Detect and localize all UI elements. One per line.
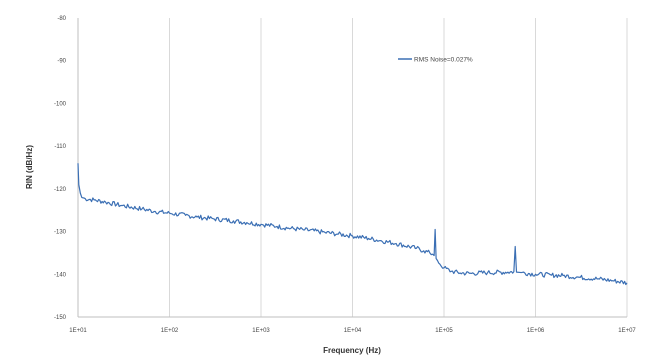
x-tick-label: 1E+06	[527, 328, 545, 334]
x-axis-title: Frequency (Hz)	[323, 346, 381, 355]
series-layer	[77, 163, 628, 286]
y-tick-label: -80	[57, 16, 66, 22]
x-tick-label: 1E+05	[435, 328, 453, 334]
y-tick-label: -150	[54, 315, 67, 321]
y-tick-label: -110	[54, 144, 66, 150]
legend: RMS Noise=0.027%	[398, 57, 473, 64]
y-tick-label: -90	[57, 59, 66, 65]
grid-layer	[169, 18, 536, 317]
y-tick-label: -140	[54, 272, 67, 278]
y-tick-label: -100	[54, 101, 67, 107]
y-axis-title: RIN (dB/Hz)	[25, 145, 34, 189]
legend-label: RMS Noise=0.027%	[414, 57, 473, 64]
series-line	[77, 163, 628, 286]
x-tick-label: 1E+01	[69, 328, 87, 334]
y-tick-label: -120	[54, 187, 67, 193]
x-tick-label: 1E+02	[161, 328, 179, 334]
y-tick-label: -130	[54, 230, 67, 236]
x-tick-label: 1E+07	[618, 328, 636, 334]
x-tick-label: 1E+03	[252, 328, 270, 334]
x-tick-label: 1E+04	[344, 328, 362, 334]
